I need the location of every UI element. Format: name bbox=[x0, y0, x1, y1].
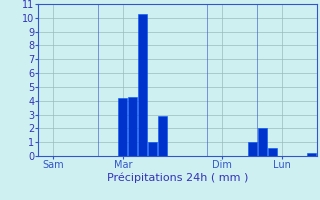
X-axis label: Précipitations 24h ( mm ): Précipitations 24h ( mm ) bbox=[107, 173, 248, 183]
Bar bbox=[128, 97, 137, 156]
Bar bbox=[248, 142, 257, 156]
Bar bbox=[138, 14, 147, 156]
Bar bbox=[118, 98, 127, 156]
Bar bbox=[258, 128, 267, 156]
Bar bbox=[268, 148, 276, 156]
Bar bbox=[158, 116, 167, 156]
Bar bbox=[307, 153, 316, 156]
Bar bbox=[148, 142, 157, 156]
